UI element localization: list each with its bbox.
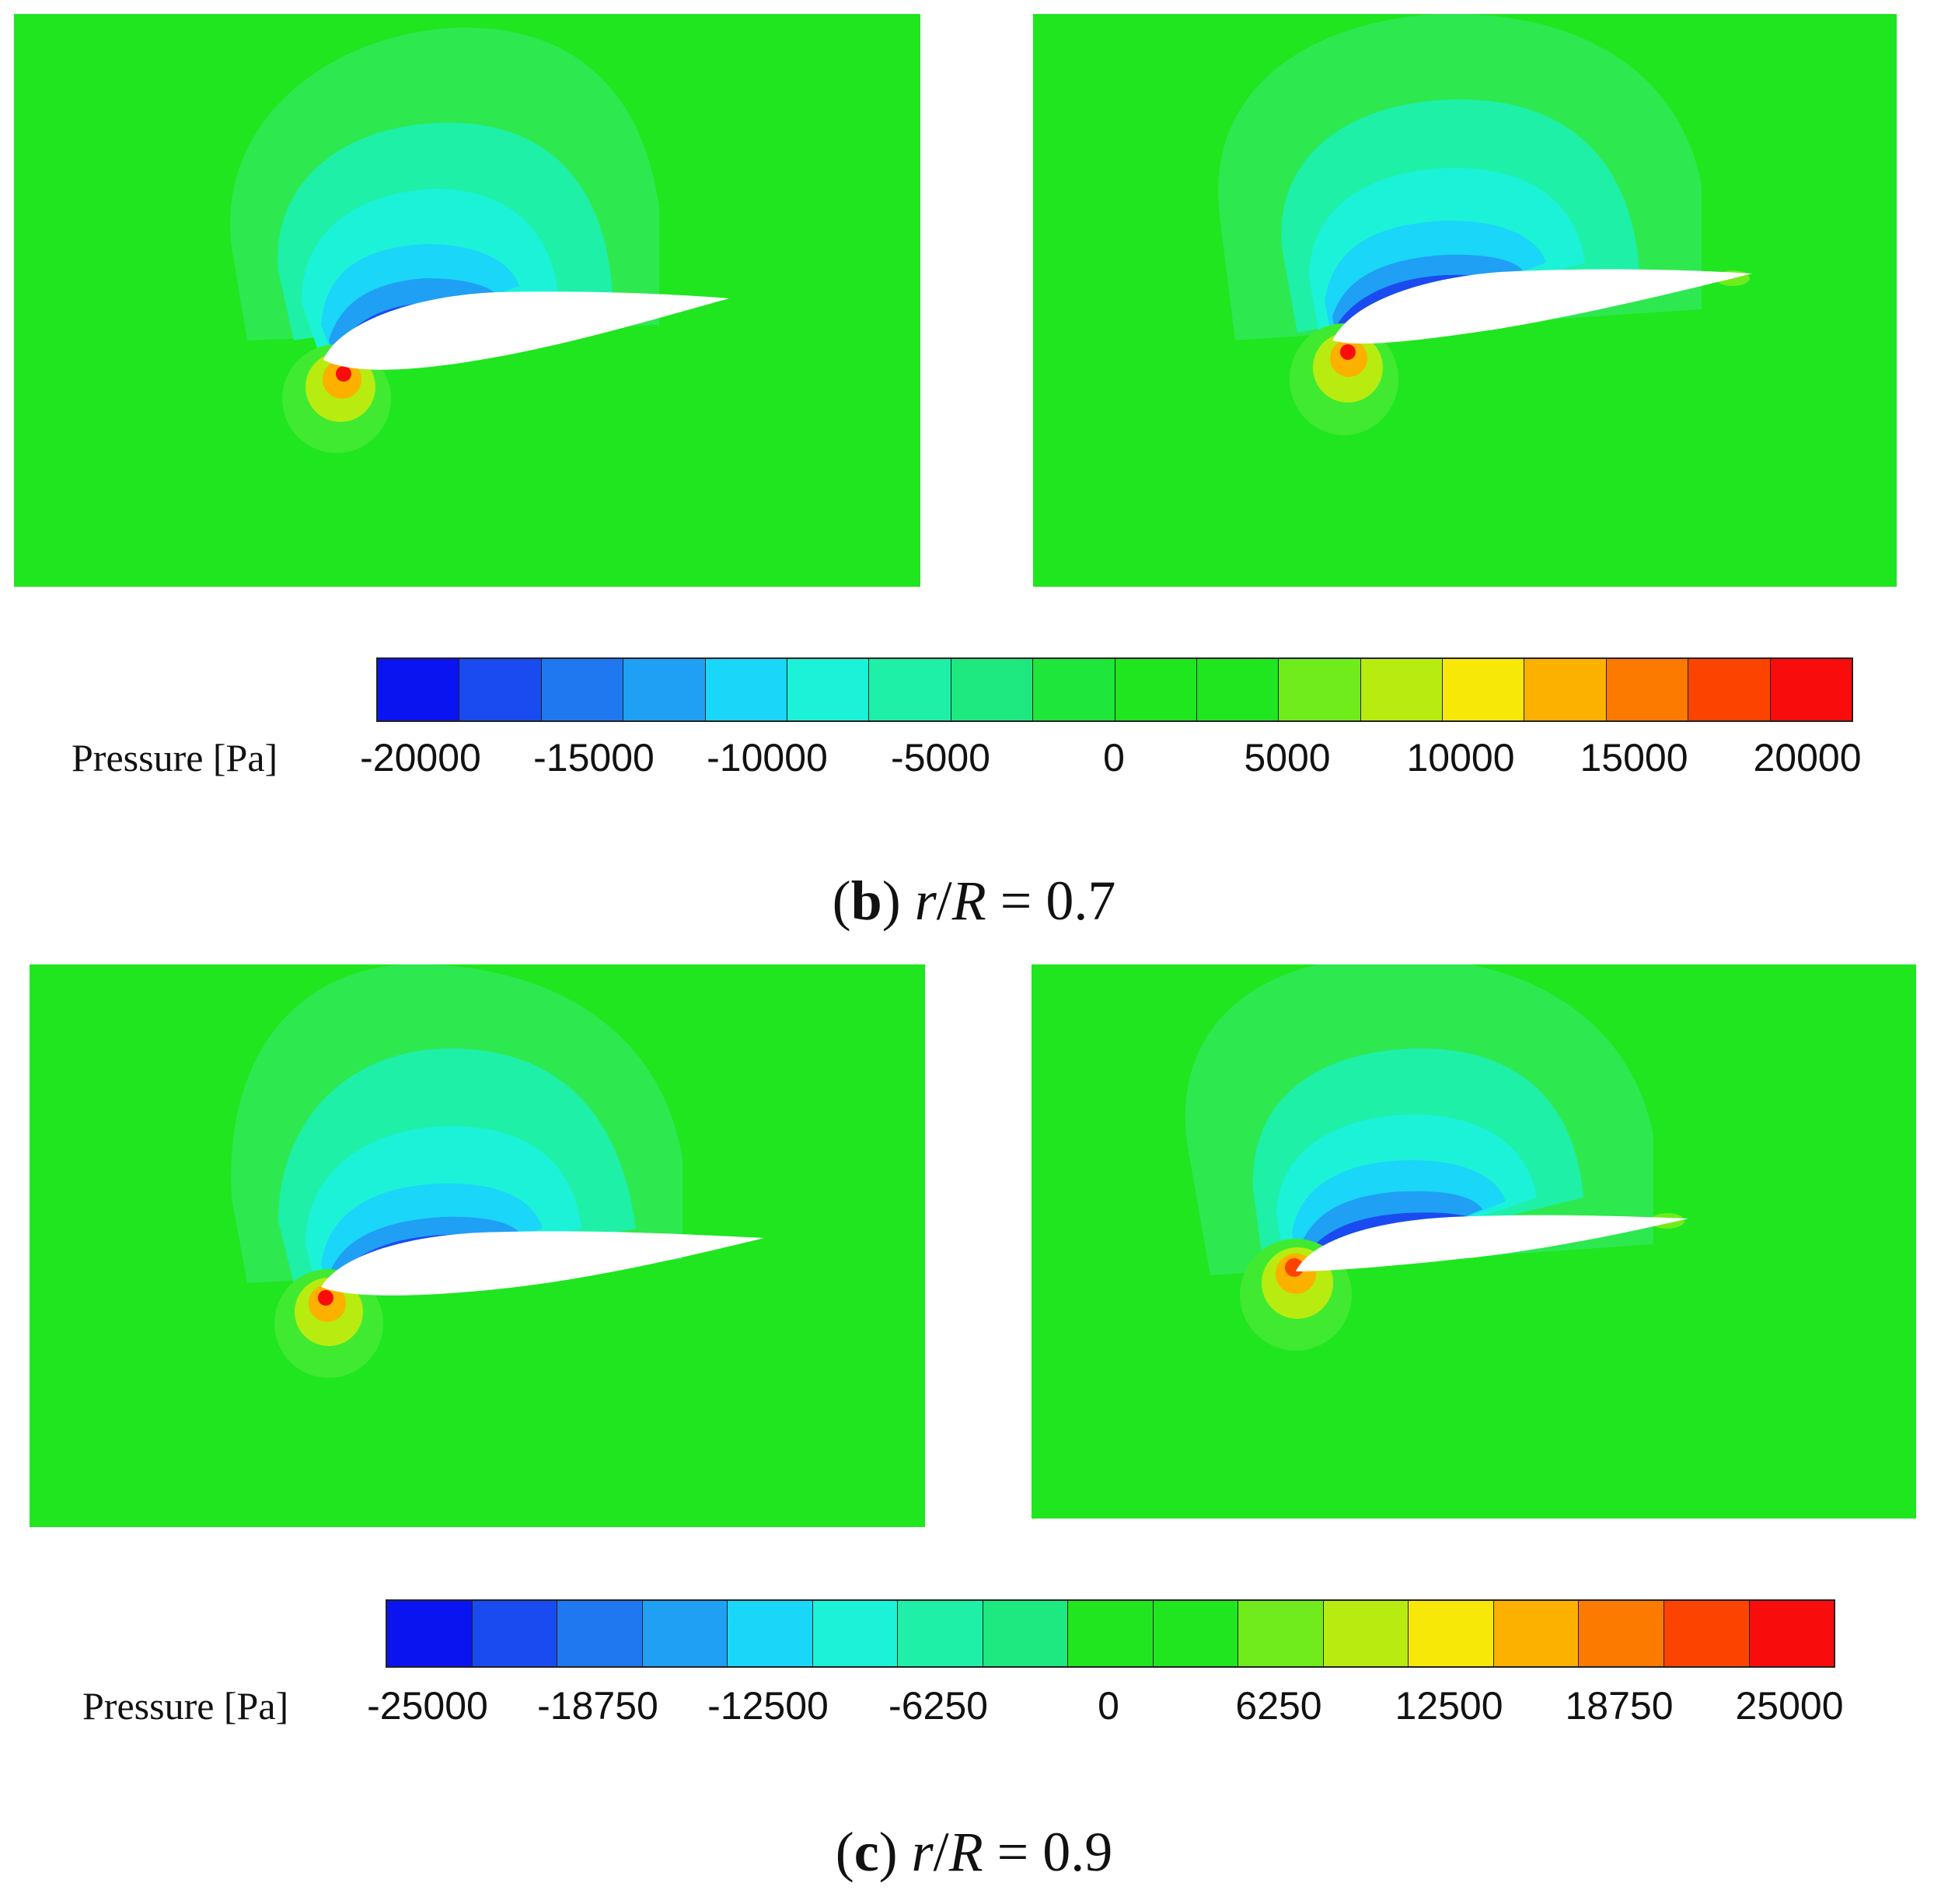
colorbar-segment: [1323, 1601, 1409, 1666]
caption-var-R: R: [951, 870, 986, 932]
colorbar-tick: 25000: [1735, 1684, 1844, 1728]
caption-var-r: r: [911, 1821, 934, 1883]
caption-label: c: [854, 1821, 879, 1883]
caption-label: b: [850, 870, 882, 932]
colorbar-segment: [1068, 1601, 1154, 1666]
colorbar-segment: [787, 659, 870, 720]
colorbar-tick: -5000: [891, 736, 990, 779]
colorbar-tick: -6250: [888, 1684, 988, 1728]
colorbar: [376, 657, 1853, 722]
caption-value: 0.7: [1046, 870, 1116, 932]
colorbar-tick: 0: [1103, 736, 1125, 779]
colorbar-segment: [557, 1601, 643, 1666]
colorbar-tick: -10000: [707, 736, 828, 779]
colorbar-tick: 10000: [1406, 736, 1515, 779]
colorbar-tick: 18750: [1565, 1684, 1674, 1728]
colorbar-segment: [1238, 1601, 1324, 1666]
colorbar-segment: [1196, 659, 1279, 720]
colorbar-segment: [472, 1601, 558, 1666]
colorbar-tick: 0: [1098, 1684, 1119, 1728]
colorbar-segment: [1033, 659, 1115, 720]
colorbar-segment: [812, 1601, 899, 1666]
colorbar-segment: [728, 1601, 813, 1666]
colorbar-segment: [1663, 1601, 1750, 1666]
caption-var-r: r: [914, 870, 937, 932]
colorbar-title: Pressure [Pa]: [82, 1684, 289, 1728]
contour-panel-b-left: [14, 14, 920, 587]
colorbar-tick: -18750: [537, 1684, 658, 1728]
colorbar-segment: [869, 659, 951, 720]
colorbar-segment: [898, 1601, 983, 1666]
colorbar-tick: -12500: [707, 1684, 829, 1728]
colorbar: [386, 1599, 1835, 1668]
colorbar-segment: [1115, 659, 1197, 720]
caption-var-R: R: [948, 1821, 983, 1883]
figure-caption: (c) r/R = 0.9: [835, 1821, 1113, 1883]
colorbar-segment: [459, 659, 542, 720]
colorbar-segment: [1579, 1601, 1664, 1666]
colorbar-segment: [1443, 659, 1525, 720]
colorbar-segment: [983, 1601, 1069, 1666]
colorbar-tick: -25000: [367, 1684, 488, 1728]
colorbar-segment: [642, 1601, 728, 1666]
colorbar-tick: -15000: [533, 736, 655, 779]
colorbar-segment: [1493, 1601, 1580, 1666]
pressure-contour-plot: [1218, 14, 1752, 435]
colorbar-tick: 20000: [1753, 736, 1862, 779]
colorbar-segment: [387, 1601, 473, 1666]
colorbar-segment: [1688, 659, 1771, 720]
colorbar-tick: 12500: [1395, 1684, 1503, 1728]
contour-panel-b-right: [1033, 14, 1897, 587]
colorbar-segment: [623, 659, 706, 720]
colorbar-tick: -20000: [360, 736, 481, 779]
colorbar-segment: [705, 659, 787, 720]
figure-caption: (b) r/R = 0.7: [832, 870, 1116, 932]
pressure-contour-plot: [231, 964, 764, 1378]
pressure-contour-plot: [1185, 964, 1688, 1351]
colorbar-segment: [1770, 659, 1852, 720]
pressure-contour-plot: [230, 27, 729, 453]
colorbar-segment: [1279, 659, 1361, 720]
colorbar-segment: [1409, 1601, 1494, 1666]
colorbar-segment: [1360, 659, 1444, 720]
colorbar-segment: [1153, 1601, 1239, 1666]
colorbar-title: Pressure [Pa]: [72, 736, 278, 779]
colorbar-tick: 6250: [1235, 1684, 1322, 1728]
contour-panel-c-right: [1032, 964, 1916, 1519]
colorbar-tick: 5000: [1244, 736, 1331, 779]
colorbar-segment: [541, 659, 624, 720]
colorbar-segment: [1606, 659, 1689, 720]
colorbar-segment: [1524, 659, 1607, 720]
caption-value: 0.9: [1042, 1821, 1113, 1883]
colorbar-segment: [1749, 1601, 1835, 1666]
colorbar-segment: [951, 659, 1034, 720]
contour-panel-c-left: [30, 964, 925, 1527]
colorbar-tick: 15000: [1580, 736, 1688, 779]
colorbar-segment: [378, 659, 460, 720]
